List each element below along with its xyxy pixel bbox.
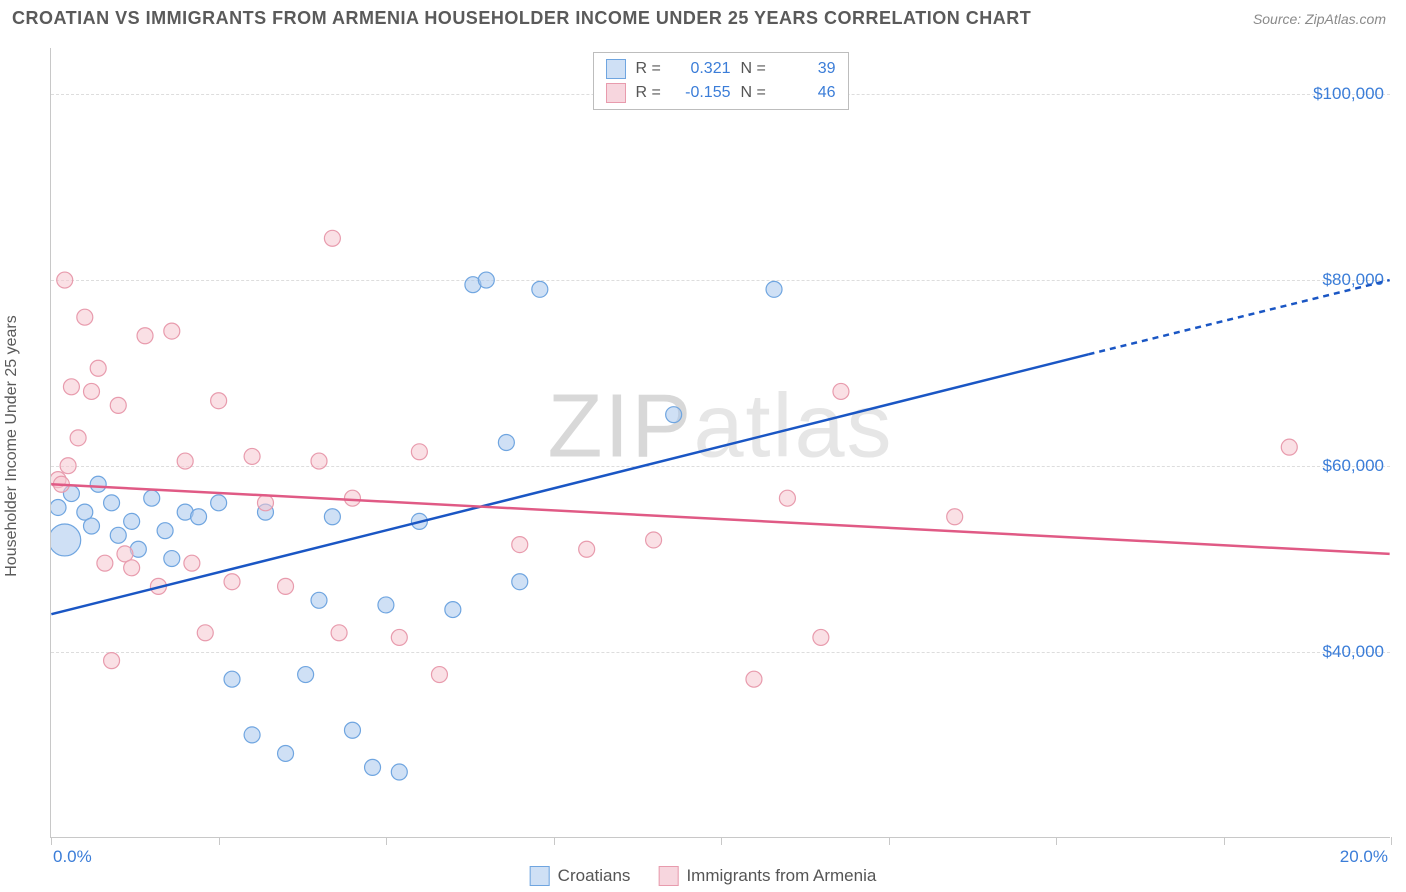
data-point bbox=[378, 597, 394, 613]
swatch-croatians bbox=[606, 59, 626, 79]
data-point bbox=[512, 537, 528, 553]
data-point bbox=[498, 435, 514, 451]
data-point bbox=[224, 671, 240, 687]
data-point bbox=[746, 671, 762, 687]
data-point bbox=[224, 574, 240, 590]
data-point bbox=[478, 272, 494, 288]
data-point bbox=[766, 281, 782, 297]
data-point bbox=[97, 555, 113, 571]
data-point bbox=[1281, 439, 1297, 455]
legend-item-armenia: Immigrants from Armenia bbox=[658, 866, 876, 886]
chart-header: CROATIAN VS IMMIGRANTS FROM ARMENIA HOUS… bbox=[0, 0, 1406, 33]
data-point bbox=[344, 490, 360, 506]
trend-line bbox=[51, 354, 1088, 614]
data-point bbox=[51, 499, 66, 515]
legend-row-croatians: R = 0.321 N = 39 bbox=[606, 57, 836, 81]
data-point bbox=[365, 759, 381, 775]
y-axis-title: Householder Income Under 25 years bbox=[3, 315, 21, 576]
data-point bbox=[344, 722, 360, 738]
data-point bbox=[298, 667, 314, 683]
data-point bbox=[311, 453, 327, 469]
data-point bbox=[244, 448, 260, 464]
data-point bbox=[666, 407, 682, 423]
data-point bbox=[211, 393, 227, 409]
data-point bbox=[84, 518, 100, 534]
data-point bbox=[63, 379, 79, 395]
data-point bbox=[512, 574, 528, 590]
x-tick bbox=[1224, 837, 1225, 845]
legend-item-croatians: Croatians bbox=[530, 866, 631, 886]
data-point bbox=[278, 578, 294, 594]
data-point bbox=[211, 495, 227, 511]
data-point bbox=[579, 541, 595, 557]
data-point bbox=[90, 476, 106, 492]
x-tick bbox=[721, 837, 722, 845]
data-point bbox=[257, 495, 273, 511]
data-point bbox=[164, 551, 180, 567]
chart-source: Source: ZipAtlas.com bbox=[1253, 11, 1386, 27]
data-point bbox=[278, 745, 294, 761]
data-point bbox=[833, 383, 849, 399]
data-point bbox=[324, 509, 340, 525]
x-tick bbox=[219, 837, 220, 845]
data-point bbox=[90, 360, 106, 376]
swatch-croatians-bottom bbox=[530, 866, 550, 886]
legend-row-armenia: R = -0.155 N = 46 bbox=[606, 81, 836, 105]
data-point bbox=[324, 230, 340, 246]
trend-line-extrapolated bbox=[1089, 280, 1390, 354]
data-point bbox=[184, 555, 200, 571]
data-point bbox=[84, 383, 100, 399]
trend-line bbox=[51, 484, 1389, 554]
data-point bbox=[391, 629, 407, 645]
data-point bbox=[124, 560, 140, 576]
x-tick bbox=[51, 837, 52, 845]
data-point bbox=[947, 509, 963, 525]
data-point bbox=[311, 592, 327, 608]
chart-title: CROATIAN VS IMMIGRANTS FROM ARMENIA HOUS… bbox=[12, 8, 1031, 29]
data-point bbox=[646, 532, 662, 548]
correlation-legend: R = 0.321 N = 39 R = -0.155 N = 46 bbox=[593, 52, 849, 110]
x-label-max: 20.0% bbox=[1340, 847, 1388, 867]
data-point bbox=[157, 523, 173, 539]
data-point bbox=[331, 625, 347, 641]
data-point bbox=[110, 397, 126, 413]
data-point bbox=[813, 629, 829, 645]
x-tick bbox=[554, 837, 555, 845]
data-point bbox=[124, 513, 140, 529]
swatch-armenia bbox=[606, 83, 626, 103]
swatch-armenia-bottom bbox=[658, 866, 678, 886]
data-point bbox=[57, 272, 73, 288]
data-point bbox=[191, 509, 207, 525]
data-point bbox=[779, 490, 795, 506]
scatter-svg bbox=[51, 48, 1390, 837]
data-point bbox=[70, 430, 86, 446]
series-legend: Croatians Immigrants from Armenia bbox=[530, 866, 877, 886]
data-point bbox=[51, 524, 81, 556]
data-point bbox=[177, 453, 193, 469]
x-tick bbox=[889, 837, 890, 845]
data-point bbox=[104, 653, 120, 669]
data-point bbox=[445, 602, 461, 618]
data-point bbox=[164, 323, 180, 339]
x-tick bbox=[1391, 837, 1392, 845]
x-label-min: 0.0% bbox=[53, 847, 92, 867]
data-point bbox=[431, 667, 447, 683]
x-tick bbox=[1056, 837, 1057, 845]
data-point bbox=[197, 625, 213, 641]
data-point bbox=[110, 527, 126, 543]
data-point bbox=[104, 495, 120, 511]
data-point bbox=[77, 309, 93, 325]
data-point bbox=[144, 490, 160, 506]
data-point bbox=[532, 281, 548, 297]
data-point bbox=[137, 328, 153, 344]
x-tick bbox=[386, 837, 387, 845]
chart-plot-area: ZIPatlas R = 0.321 N = 39 R = -0.155 N =… bbox=[50, 48, 1390, 838]
data-point bbox=[244, 727, 260, 743]
data-point bbox=[60, 458, 76, 474]
data-point bbox=[391, 764, 407, 780]
data-point bbox=[411, 444, 427, 460]
